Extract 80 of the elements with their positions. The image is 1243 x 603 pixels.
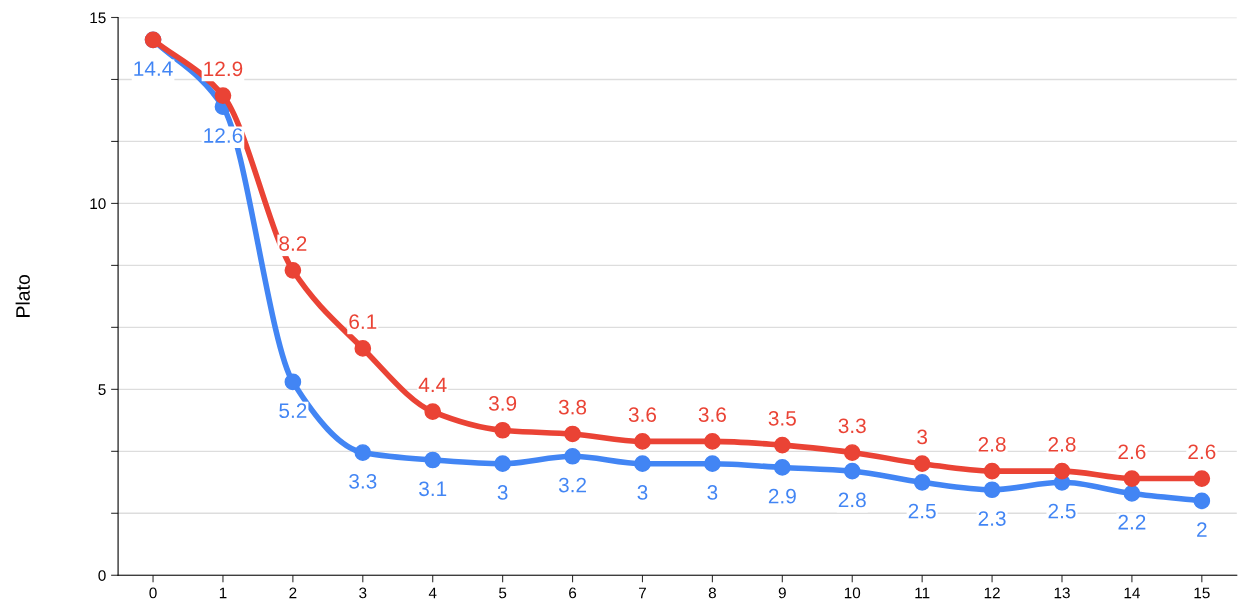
x-tick-label: 12 (984, 587, 1000, 599)
y-tick-label: 5 (98, 384, 106, 396)
data-label: 2 (1197, 522, 1207, 537)
point (843, 462, 861, 480)
y-tick-label: 10 (90, 198, 106, 210)
x-tick-label: 2 (289, 587, 297, 599)
point (1123, 485, 1141, 502)
x-tick-label: 10 (844, 587, 861, 599)
x-tick-label: 15 (1194, 587, 1210, 599)
data-label: 8.2 (279, 236, 307, 251)
point (424, 451, 442, 469)
x-tick-label: 6 (569, 587, 577, 599)
point (284, 373, 302, 391)
point (983, 481, 1001, 499)
data-label: 2.5 (908, 503, 936, 519)
point (913, 473, 931, 491)
x-tick-label: 0 (149, 587, 157, 599)
x-tick-label: 5 (499, 587, 507, 599)
point (494, 421, 511, 439)
point (1193, 470, 1211, 487)
y-axis-title: Plato (15, 275, 30, 317)
data-label: 2.9 (768, 488, 796, 504)
x-tick-label: 1 (219, 587, 227, 599)
data-label: 3.9 (488, 396, 517, 411)
point (1123, 470, 1141, 487)
data-label: 2.3 (978, 511, 1006, 526)
x-tick-label: 8 (708, 587, 716, 599)
data-label: 3.1 (419, 481, 447, 497)
data-label: 3 (917, 429, 928, 445)
data-label: 5.2 (279, 403, 307, 419)
point (424, 403, 442, 420)
data-label: 3.5 (768, 410, 796, 426)
x-tick-label: 13 (1054, 587, 1070, 599)
data-label: 14.4 (134, 61, 173, 76)
x-tick-label: 3 (359, 587, 367, 599)
data-label: 12.9 (204, 61, 243, 77)
data-label: 2.6 (1118, 444, 1146, 460)
point (634, 433, 651, 450)
point (564, 447, 581, 465)
point (354, 340, 372, 357)
point (354, 444, 372, 461)
data-label: 6.1 (349, 314, 377, 330)
data-label: 3 (497, 485, 508, 500)
point (913, 455, 931, 473)
data-label: 3 (707, 485, 718, 500)
data-label: 3.6 (698, 407, 726, 422)
data-label: 3.3 (838, 418, 866, 434)
x-tick-label: 14 (1124, 587, 1140, 599)
data-label: 2.8 (838, 492, 866, 508)
point (704, 455, 721, 473)
point (773, 436, 791, 454)
point (773, 459, 791, 476)
data-label: 3 (637, 485, 648, 500)
point (494, 455, 511, 473)
data-label: 12.6 (204, 128, 243, 143)
point (214, 87, 232, 104)
point (634, 455, 651, 473)
data-label: 3.6 (628, 407, 657, 422)
point (1193, 492, 1211, 510)
point (983, 462, 1001, 480)
x-tick-label: 7 (639, 587, 646, 599)
data-label: 2.8 (978, 436, 1006, 452)
data-label: 2.6 (1188, 444, 1216, 460)
point (1053, 462, 1071, 480)
data-label: 2.2 (1118, 514, 1146, 530)
y-tick-label: 15 (90, 12, 106, 24)
point (564, 425, 581, 443)
data-label: 2.8 (1048, 436, 1076, 452)
point (284, 262, 302, 279)
point (704, 433, 721, 450)
point (843, 444, 861, 461)
x-tick-label: 4 (428, 587, 437, 599)
data-label: 2.5 (1048, 503, 1076, 519)
y-tick-label: 0 (98, 570, 106, 581)
data-label: 3.2 (558, 477, 586, 493)
data-label: 3.8 (558, 399, 587, 415)
x-tick-label: 11 (915, 587, 930, 599)
data-label: 4.4 (418, 377, 447, 393)
data-label: 3.3 (349, 473, 377, 489)
x-tick-label: 9 (778, 587, 786, 599)
